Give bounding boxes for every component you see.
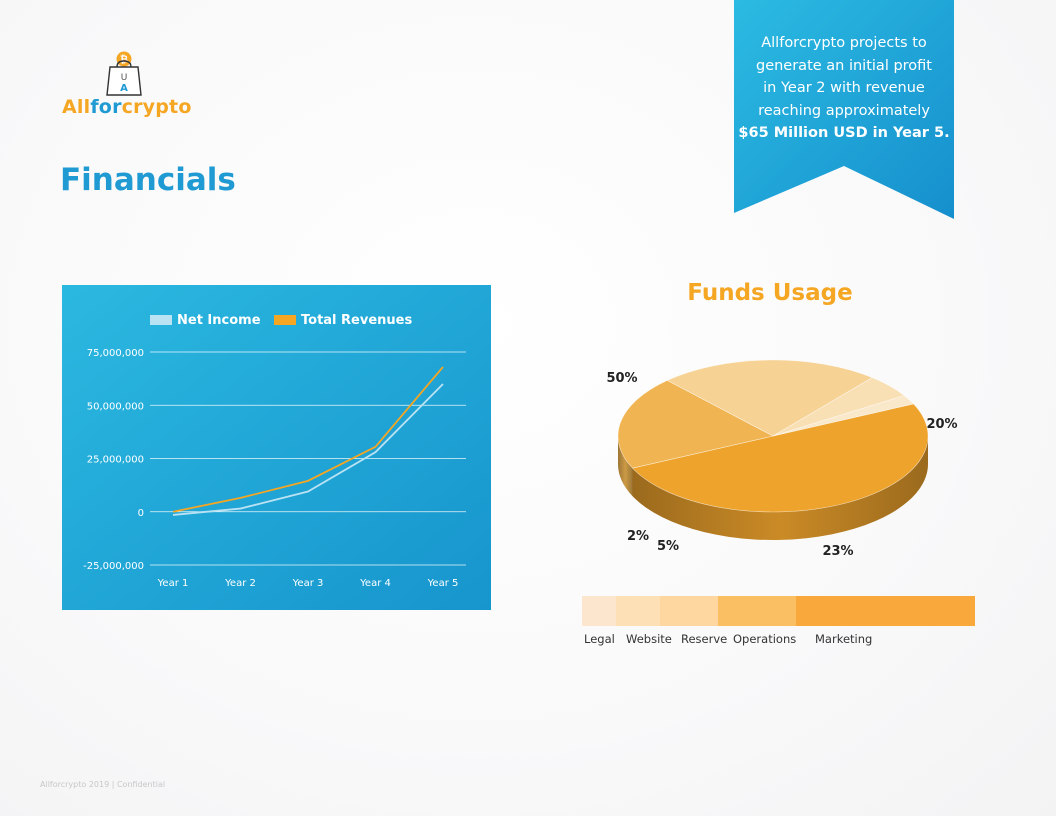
- pie-slice-label: 50%: [606, 371, 637, 386]
- funds-segment-legal: [582, 596, 616, 626]
- logo-part-all: All: [62, 96, 91, 118]
- callout-line: in Year 2 with revenue: [763, 80, 925, 96]
- callout-text: Allforcrypto projects to generate an ini…: [734, 32, 954, 145]
- x-tick-label: Year 3: [292, 578, 324, 589]
- x-tick-label: Year 4: [359, 578, 391, 589]
- logo-wordmark: Allforcrypto: [62, 96, 192, 118]
- svg-text:₿: ₿: [120, 54, 128, 66]
- funds-segment-website: [616, 596, 660, 626]
- y-tick-label: 0: [138, 508, 144, 519]
- logo-badge-icon: ₿ U A: [104, 50, 144, 98]
- callout-line: generate an initial profit: [755, 57, 932, 74]
- legend-swatch: [274, 315, 296, 325]
- pie-chart-title: Funds Usage: [687, 280, 853, 306]
- callout-line: Allforcrypto projects to: [761, 35, 927, 51]
- callout-emphasis: $65 Million USD in Year 5.: [738, 125, 950, 141]
- pie-slice: [631, 403, 929, 513]
- legend-label: Total Revenues: [301, 313, 412, 328]
- funds-label-reserve: Reserve: [681, 632, 728, 646]
- y-tick-label: -25,000,000: [83, 561, 144, 572]
- callout-ribbon: Allforcrypto projects to generate an ini…: [734, 0, 954, 219]
- callout-line: reaching approximately: [758, 102, 930, 119]
- svg-text:A: A: [120, 83, 128, 94]
- x-tick-label: Year 1: [157, 578, 189, 589]
- logo-part-crypto: crypto: [121, 96, 192, 118]
- funds-label-marketing: Marketing: [815, 632, 873, 646]
- pie-slice-label: 5%: [657, 539, 679, 554]
- pie-slice-label: 20%: [926, 417, 957, 432]
- y-tick-label: 75,000,000: [87, 348, 144, 359]
- pie-slice: [666, 359, 873, 437]
- pie-slice-side-shade: [632, 436, 928, 540]
- pie-slice: [617, 380, 774, 469]
- legend-swatch: [150, 315, 172, 325]
- x-tick-label: Year 2: [224, 578, 256, 589]
- pie-slice-label: 2%: [627, 529, 649, 544]
- line-chart: 75,000,000 50,000,000 25,000,000 0 -25,000,0…: [62, 285, 491, 610]
- pie-slice: [772, 395, 915, 437]
- chart-background: [62, 285, 491, 610]
- pie-slice-side-shade: [618, 436, 633, 497]
- funds-label-operations: Operations: [733, 632, 797, 646]
- pie-slice-label: 23%: [822, 544, 853, 559]
- funds-label-website: Website: [626, 632, 672, 646]
- funds-segment-marketing: [796, 596, 975, 626]
- svg-text:U: U: [121, 73, 128, 83]
- funds-segment-reserve: [660, 596, 718, 626]
- legend-label: Net Income: [177, 313, 261, 328]
- y-tick-label: 25,000,000: [87, 455, 144, 466]
- pie-chart: 50% 20% 23% 5% 2%: [606, 359, 958, 559]
- funds-usage-bar: [582, 596, 975, 626]
- footer-text: Allforcrypto 2019 | Confidential: [40, 780, 166, 789]
- page-title: Financials: [60, 162, 236, 198]
- funds-label-legal: Legal: [584, 632, 615, 646]
- series-line: [172, 383, 444, 516]
- x-tick-label: Year 5: [427, 578, 459, 589]
- line-chart-panel: 75,000,000 50,000,000 25,000,000 0 -25,000,0…: [62, 285, 491, 610]
- y-tick-label: 50,000,000: [87, 401, 144, 412]
- logo-part-for: for: [90, 96, 122, 118]
- funds-segment-operations: [718, 596, 796, 626]
- series-line: [172, 366, 444, 513]
